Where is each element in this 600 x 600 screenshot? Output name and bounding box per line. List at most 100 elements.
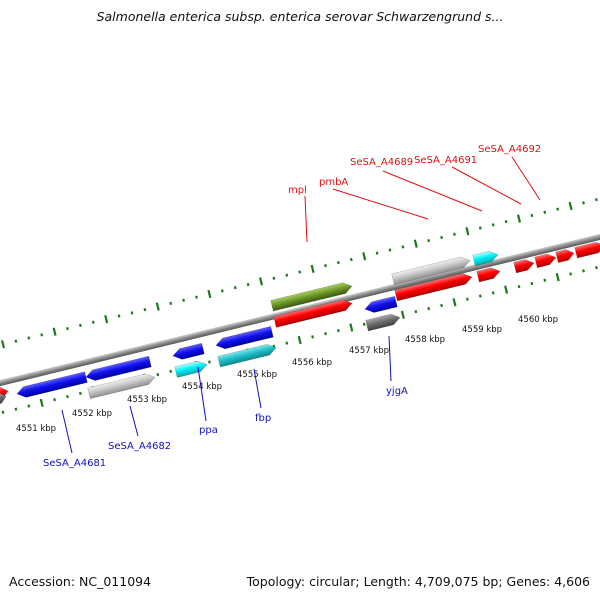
gene-gray-arrow[interactable] <box>391 255 472 286</box>
gene-SeSA_A4682-arrow[interactable] <box>87 372 157 400</box>
minor-tick <box>14 339 18 343</box>
major-tick <box>516 214 522 223</box>
minor-tick <box>78 323 82 327</box>
callout-line <box>304 195 308 243</box>
gene-red-arrow-edge[interactable] <box>574 240 600 259</box>
minor-tick <box>285 273 289 277</box>
major-tick <box>155 302 160 311</box>
gene-cyan-arrow[interactable] <box>472 249 500 267</box>
minor-tick <box>414 310 418 314</box>
major-tick <box>555 273 560 282</box>
gene-SeSA_A4689-arrow[interactable] <box>476 266 502 283</box>
minor-tick <box>27 404 31 408</box>
minor-tick <box>324 264 327 268</box>
callout-line <box>388 335 392 382</box>
minor-tick <box>504 220 508 224</box>
gene-label-SeSA_A4691[interactable]: SeSA_A4691 <box>414 155 477 166</box>
gene-label-SeSA_A4682[interactable]: SeSA_A4682 <box>108 441 171 452</box>
minor-tick <box>440 235 443 240</box>
minor-tick <box>40 333 44 337</box>
major-tick <box>465 227 470 236</box>
major-tick <box>39 398 44 408</box>
gene-label-mpl[interactable]: mpl <box>288 185 307 196</box>
major-tick <box>207 289 212 299</box>
scale-label: 4554 kbp <box>182 382 222 392</box>
gene-label-fbp[interactable]: fbp <box>255 413 271 424</box>
gene-dgray-left-edge[interactable] <box>0 391 7 406</box>
gene-label-SeSA_A4681[interactable]: SeSA_A4681 <box>43 458 106 469</box>
minor-tick <box>543 278 547 282</box>
minor-tick <box>336 260 340 265</box>
gene-pmbA-arrow[interactable] <box>394 272 474 302</box>
major-tick <box>104 315 109 324</box>
major-tick <box>297 335 302 345</box>
scale-label: 4556 kbp <box>292 358 332 368</box>
gene-features[interactable] <box>0 240 600 406</box>
minor-tick <box>478 226 482 230</box>
minor-tick <box>14 407 18 411</box>
gene-blue-arrow-3[interactable] <box>172 342 205 361</box>
minor-tick <box>582 269 585 273</box>
gene-fbp-arrow[interactable] <box>217 342 278 368</box>
minor-tick <box>349 257 353 262</box>
minor-tick <box>594 198 598 202</box>
scale-label: 4560 kbp <box>518 315 558 325</box>
callout-line <box>382 170 483 212</box>
minor-tick <box>440 303 443 308</box>
minor-tick <box>143 308 147 312</box>
gene-red-arrow-left-edge[interactable] <box>0 386 9 401</box>
minor-tick <box>195 295 198 299</box>
genome-info-text: Topology: circular; Length: 4,709,075 bp… <box>246 574 590 589</box>
minor-tick <box>311 335 314 339</box>
minor-tick <box>27 336 31 340</box>
gene-red-arrow-small[interactable] <box>555 248 576 264</box>
genome-backbone <box>0 221 600 399</box>
gene-SeSA_A4681-arrow[interactable] <box>16 371 88 399</box>
minor-tick <box>427 238 431 243</box>
callout-line <box>451 166 522 205</box>
minor-tick <box>491 291 495 295</box>
callout-line <box>129 405 139 437</box>
gene-blue-arrow-2[interactable] <box>85 355 152 382</box>
minor-tick <box>220 289 224 293</box>
minor-tick <box>556 207 560 211</box>
map-title: Salmonella enterica subsp. enterica sero… <box>96 9 504 24</box>
minor-tick <box>530 281 534 286</box>
minor-tick <box>182 298 185 302</box>
minor-tick <box>156 372 160 377</box>
major-tick <box>258 277 264 286</box>
minor-tick <box>375 251 379 255</box>
minor-tick <box>336 328 340 333</box>
callout-line <box>61 409 73 454</box>
gene-label-SeSA_A4689[interactable]: SeSA_A4689 <box>350 157 413 168</box>
minor-tick <box>491 223 495 227</box>
gene-label-pmbA[interactable]: pmbA <box>319 177 348 188</box>
minor-tick <box>453 232 456 236</box>
gene-ppa-arrow[interactable] <box>174 359 209 378</box>
gene-mpl-arrow[interactable] <box>273 298 354 328</box>
callout-line <box>197 366 207 422</box>
callout-line <box>511 156 541 201</box>
gene-blue-arrow-5[interactable] <box>364 295 398 314</box>
major-tick <box>52 327 57 336</box>
minor-tick <box>130 311 134 315</box>
major-tick <box>0 340 6 349</box>
minor-tick <box>543 210 547 214</box>
major-tick <box>413 239 418 248</box>
gene-SeSA_A4692-arrow[interactable] <box>534 252 558 269</box>
major-tick <box>568 201 573 211</box>
callout-line <box>253 368 262 409</box>
gene-blue-arrow-4[interactable] <box>215 326 274 350</box>
gene-yjgA-arrow[interactable] <box>365 312 402 332</box>
gene-label-yjgA[interactable]: yjgA <box>386 386 408 397</box>
gene-label-ppa[interactable]: ppa <box>199 425 218 436</box>
gene-label-SeSA_A4692[interactable]: SeSA_A4692 <box>478 144 541 155</box>
gene-SeSA_A4691-arrow[interactable] <box>513 258 536 274</box>
major-tick <box>310 264 315 274</box>
minor-tick <box>401 245 405 249</box>
gene-olive-arrow[interactable] <box>270 281 354 312</box>
minor-tick <box>569 272 572 276</box>
minor-tick <box>285 341 289 345</box>
